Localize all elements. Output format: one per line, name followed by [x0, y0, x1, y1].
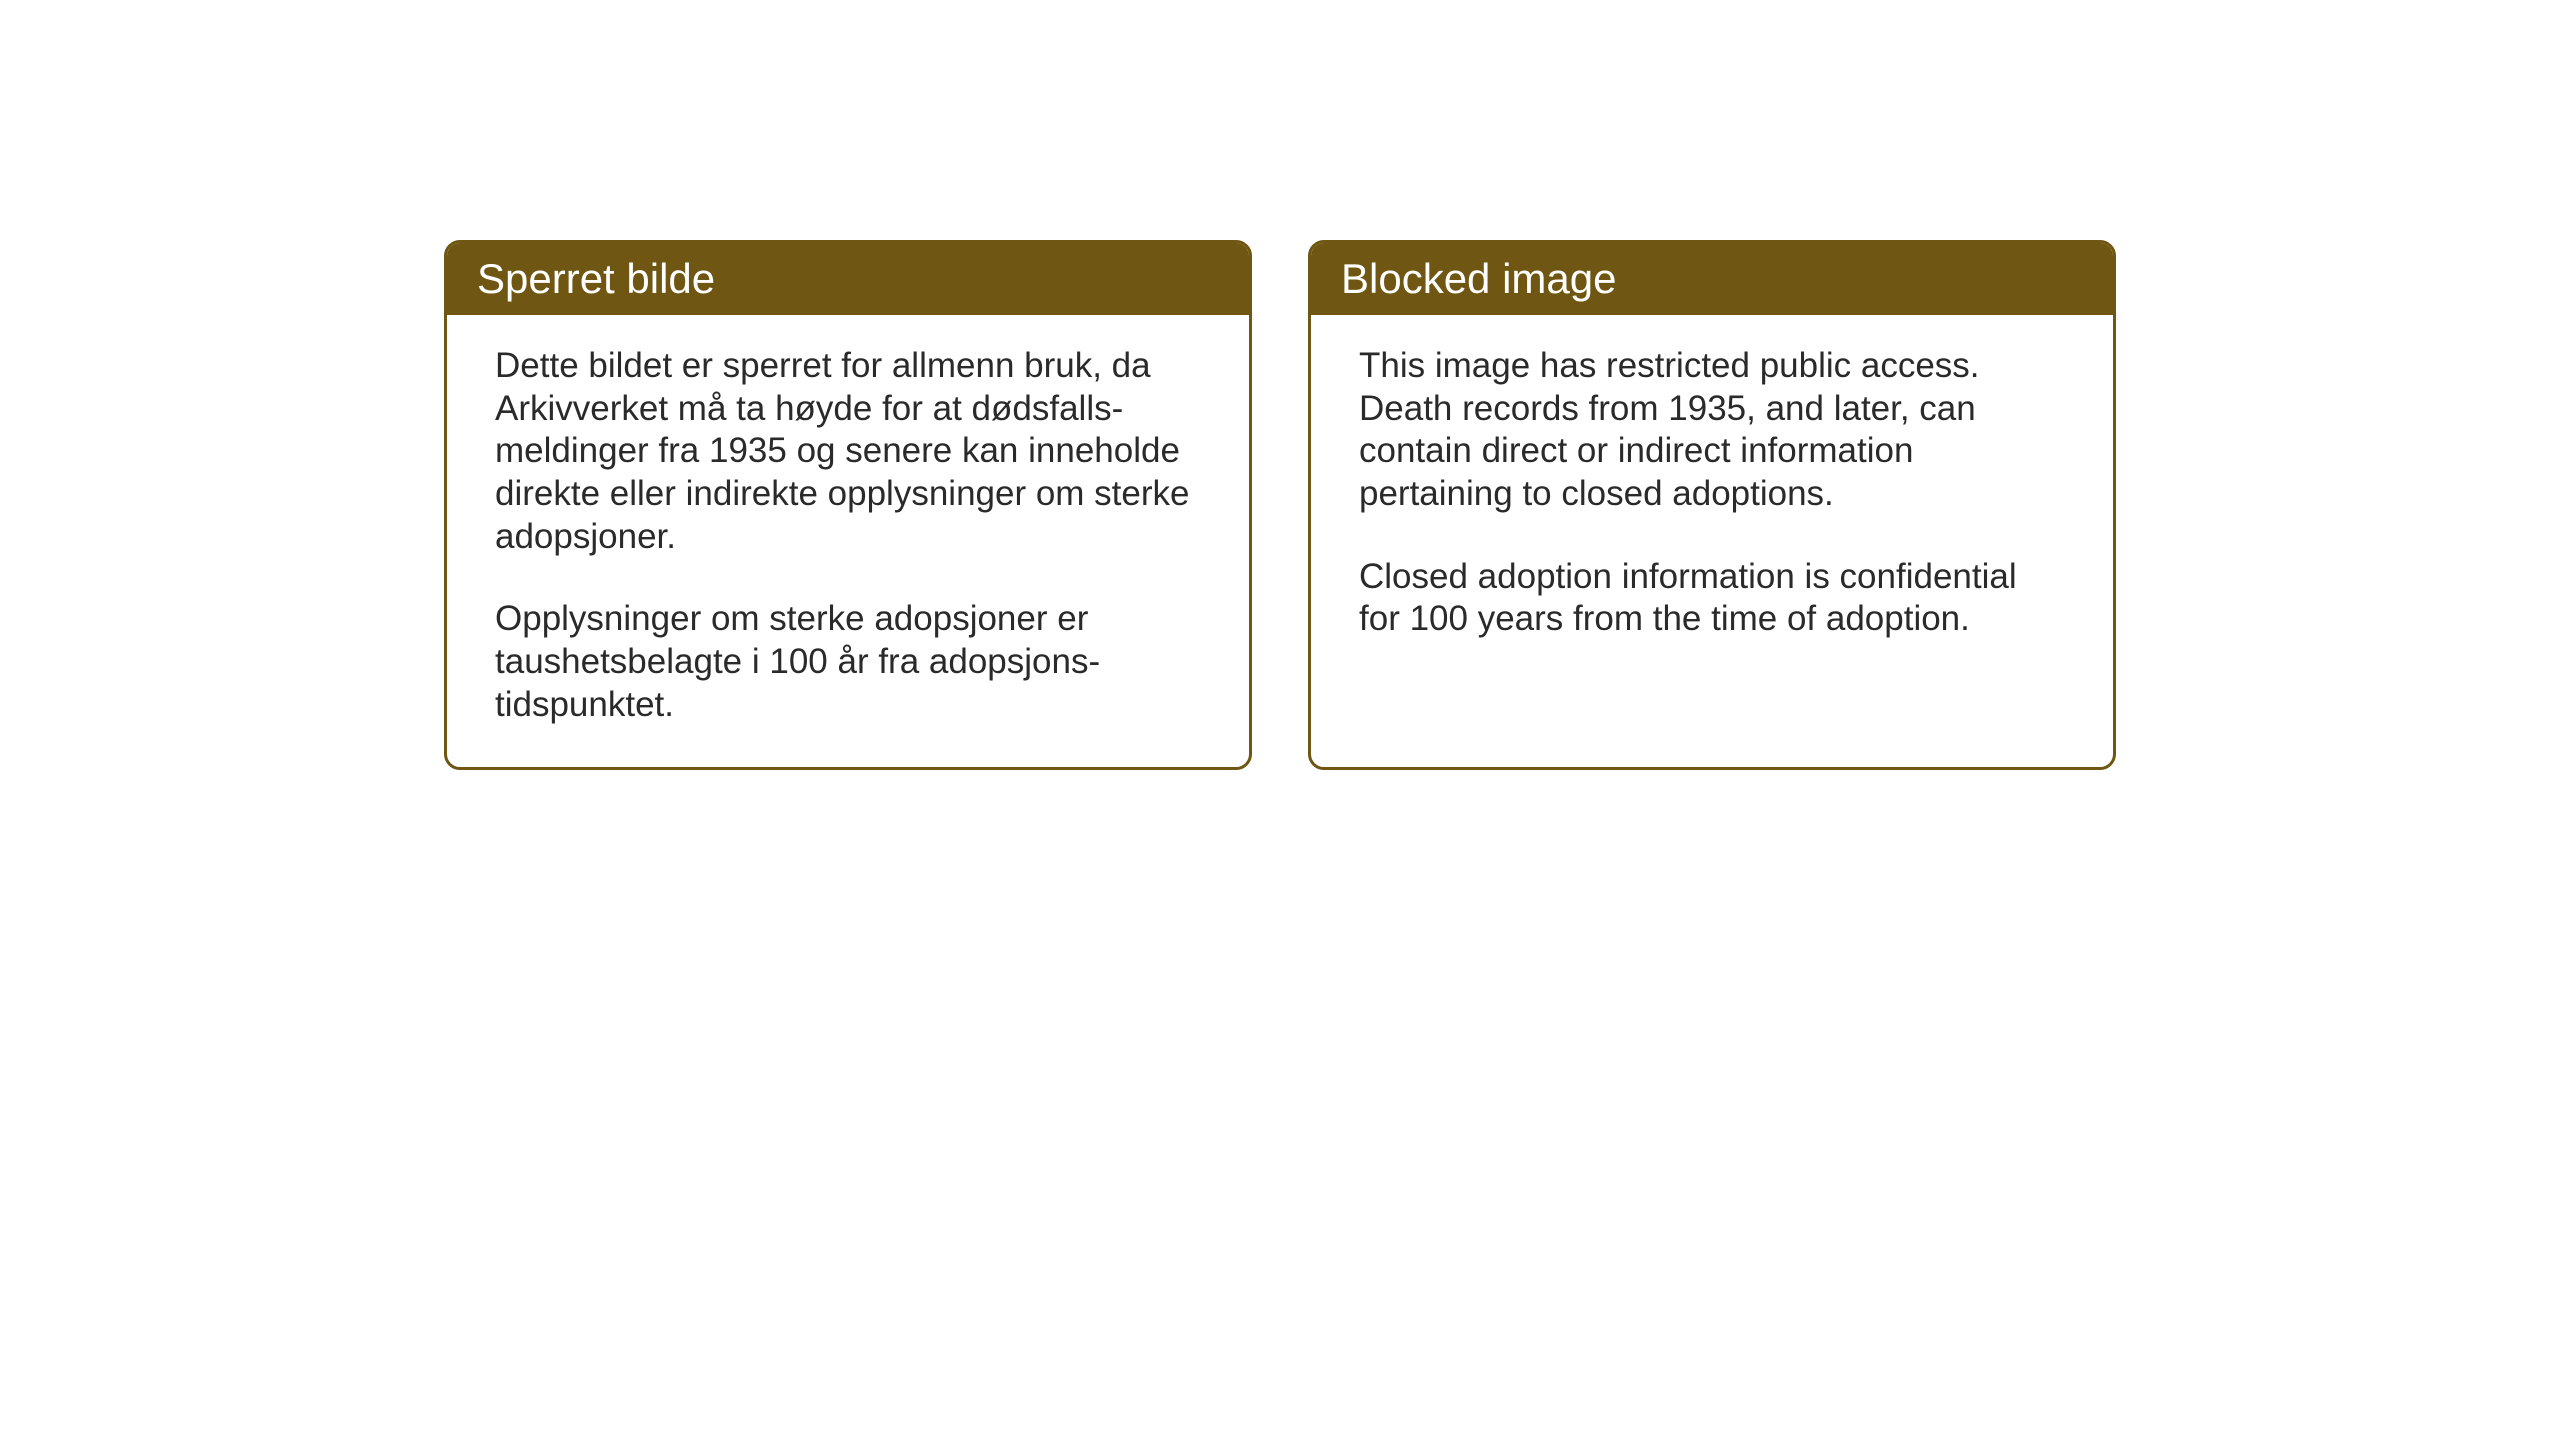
card-header-english: Blocked image	[1311, 243, 2113, 315]
card-paragraph-1-norwegian: Dette bildet er sperret for allmenn bruk…	[495, 345, 1201, 558]
card-title-norwegian: Sperret bilde	[477, 255, 715, 302]
card-english: Blocked image This image has restricted …	[1308, 240, 2116, 770]
card-body-english: This image has restricted public access.…	[1311, 315, 2113, 745]
card-paragraph-2-english: Closed adoption information is confident…	[1359, 556, 2065, 641]
card-norwegian: Sperret bilde Dette bildet er sperret fo…	[444, 240, 1252, 770]
card-paragraph-1-english: This image has restricted public access.…	[1359, 345, 2065, 516]
card-body-norwegian: Dette bildet er sperret for allmenn bruk…	[447, 315, 1249, 767]
card-title-english: Blocked image	[1341, 255, 1616, 302]
card-paragraph-2-norwegian: Opplysninger om sterke adopsjoner er tau…	[495, 598, 1201, 726]
card-header-norwegian: Sperret bilde	[447, 243, 1249, 315]
cards-container: Sperret bilde Dette bildet er sperret fo…	[444, 240, 2116, 770]
